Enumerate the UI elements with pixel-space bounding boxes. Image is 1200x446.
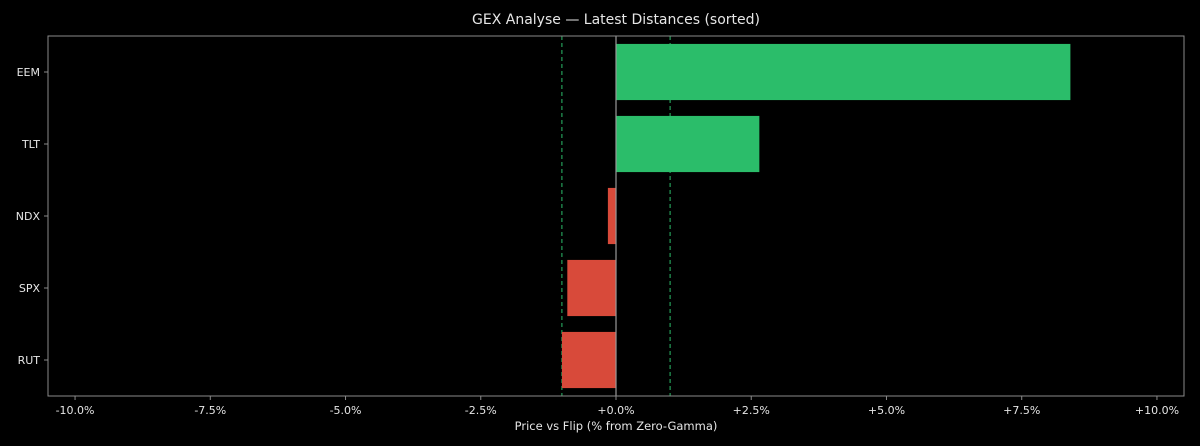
- y-tick-label-rut: RUT: [18, 354, 41, 367]
- y-axis: EEM TLT NDX SPX RUT: [16, 66, 48, 367]
- y-tick-label-eem: EEM: [17, 66, 40, 79]
- x-tick-label: +10.0%: [1135, 404, 1179, 417]
- y-tick-label-ndx: NDX: [16, 210, 41, 223]
- bar-ndx: [607, 187, 616, 245]
- y-tick-label-spx: SPX: [19, 282, 41, 295]
- x-tick-label: +7.5%: [1003, 404, 1040, 417]
- x-tick-label: -2.5%: [465, 404, 497, 417]
- x-tick-label: +0.0%: [597, 404, 634, 417]
- bar-eem: [616, 43, 1071, 101]
- x-tick-label: -7.5%: [194, 404, 226, 417]
- bar-tlt: [616, 115, 760, 173]
- x-tick-label: +2.5%: [733, 404, 770, 417]
- x-tick-label: +5.0%: [868, 404, 905, 417]
- bar-spx: [567, 259, 616, 317]
- y-tick-label-tlt: TLT: [21, 138, 40, 151]
- x-axis-label: Price vs Flip (% from Zero-Gamma): [515, 419, 718, 433]
- x-axis: -10.0% -7.5% -5.0% -2.5% +0.0% +2.5% +5.0% +7.5…: [56, 396, 1179, 417]
- x-tick-label: -10.0%: [56, 404, 95, 417]
- chart-title: GEX Analyse — Latest Distances (sorted): [472, 12, 760, 28]
- bar-rut: [561, 331, 616, 389]
- x-tick-label: -5.0%: [330, 404, 362, 417]
- bars: [561, 43, 1071, 389]
